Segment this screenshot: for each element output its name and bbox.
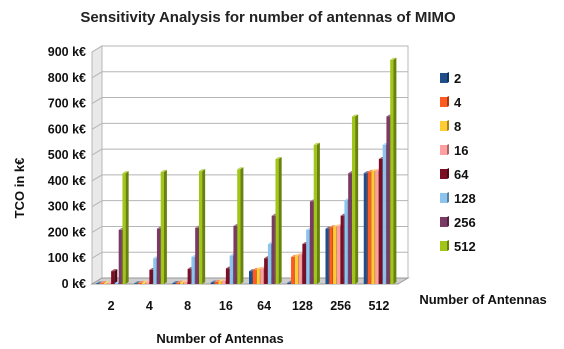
legend-title: Number of Antennas bbox=[419, 292, 546, 307]
bar bbox=[313, 142, 320, 284]
legend-swatch bbox=[440, 97, 447, 107]
side-wall bbox=[91, 45, 103, 285]
x-tick-label: 64 bbox=[257, 299, 271, 313]
back-wall bbox=[101, 45, 409, 279]
legend-swatch bbox=[440, 121, 447, 131]
bar bbox=[122, 171, 129, 284]
legend-swatch bbox=[440, 73, 447, 83]
legend-item: 128 bbox=[440, 191, 476, 206]
legend-swatch bbox=[440, 145, 447, 155]
gridline bbox=[91, 225, 408, 233]
x-tick-label: 4 bbox=[146, 299, 153, 313]
y-tick-label: 700 k€ bbox=[48, 97, 86, 111]
legend-swatch bbox=[440, 169, 447, 179]
legend-item: 2 bbox=[440, 71, 461, 86]
legend-label: 8 bbox=[454, 119, 461, 134]
legend-swatch bbox=[440, 193, 447, 203]
gridline bbox=[91, 97, 408, 104]
bar bbox=[198, 169, 206, 284]
legend-label: 256 bbox=[454, 215, 476, 230]
bar bbox=[111, 269, 118, 284]
y-tick-label: 600 k€ bbox=[48, 122, 86, 136]
x-axis-label: Number of Antennas bbox=[156, 331, 283, 346]
legend-item: 256 bbox=[440, 215, 476, 230]
legend-label: 4 bbox=[454, 95, 462, 110]
legend-swatch bbox=[440, 217, 447, 227]
x-tick-label: 2 bbox=[108, 299, 115, 313]
bar bbox=[351, 114, 359, 284]
y-axis-label: TCO in k€ bbox=[12, 158, 27, 219]
legend-swatch bbox=[440, 241, 447, 251]
legend-item: 4 bbox=[440, 95, 462, 110]
gridline bbox=[91, 122, 408, 130]
legend-item: 512 bbox=[440, 239, 476, 254]
gridline bbox=[91, 148, 408, 156]
legend-label: 2 bbox=[454, 71, 461, 86]
bar bbox=[390, 57, 397, 284]
x-tick-label: 16 bbox=[219, 299, 233, 313]
legend-label: 128 bbox=[454, 191, 476, 206]
bar bbox=[237, 167, 244, 284]
bar bbox=[275, 156, 282, 284]
x-tick-label: 128 bbox=[292, 299, 313, 313]
x-tick-label: 512 bbox=[368, 299, 389, 313]
gridline bbox=[91, 200, 408, 208]
y-tick-label: 800 k€ bbox=[48, 71, 86, 85]
x-tick-label: 8 bbox=[184, 299, 191, 313]
y-tick-label: 200 k€ bbox=[48, 225, 86, 239]
y-tick-label: 300 k€ bbox=[48, 200, 86, 214]
y-tick-label: 100 k€ bbox=[48, 251, 86, 265]
x-tick-label: 256 bbox=[330, 299, 351, 313]
gridline bbox=[91, 174, 408, 182]
gridline bbox=[91, 71, 408, 79]
y-tick-label: 0 k€ bbox=[62, 277, 86, 291]
y-tick-label: 500 k€ bbox=[48, 148, 86, 162]
legend: 2 4 8 16 64 128 256 512 bbox=[440, 71, 476, 254]
legend-label: 64 bbox=[454, 167, 469, 182]
y-tick-label: 900 k€ bbox=[48, 45, 86, 59]
legend-item: 16 bbox=[440, 143, 468, 158]
legend-label: 512 bbox=[454, 239, 476, 254]
y-tick-label: 400 k€ bbox=[48, 174, 86, 188]
legend-item: 8 bbox=[440, 119, 461, 134]
bar bbox=[160, 169, 167, 284]
gridline bbox=[91, 45, 408, 53]
legend-item: 64 bbox=[440, 167, 469, 182]
plot-area: 0 k€ 100 k€ 200 k€ 300 k€ 400 k€ 500 k€ 600 k€… bbox=[48, 45, 410, 313]
chart-title: Sensitivity Analysis for number of anten… bbox=[80, 9, 456, 26]
legend-label: 16 bbox=[454, 143, 468, 158]
